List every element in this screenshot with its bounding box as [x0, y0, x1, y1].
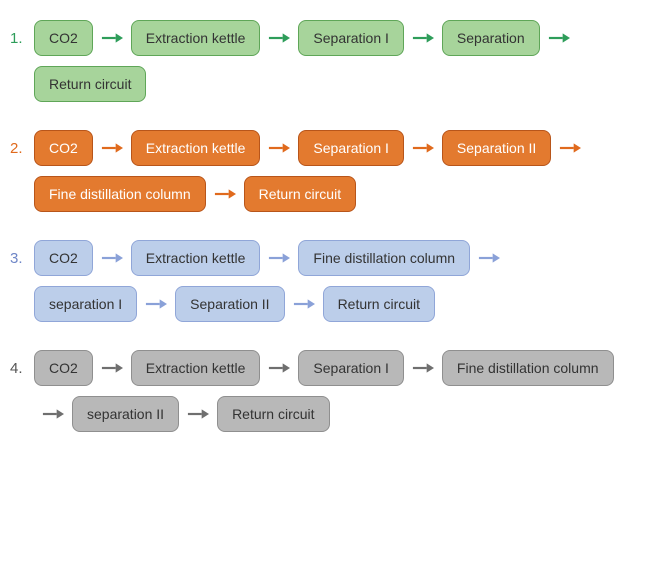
- arrow-icon: [145, 297, 167, 311]
- arrow-icon: [293, 297, 315, 311]
- flow-node: CO2: [34, 240, 93, 276]
- flow-group-4: 4. CO2 Extraction kettle Separation I Fin…: [10, 350, 640, 432]
- arrow-icon: [101, 361, 123, 375]
- flow-node: Separation I: [298, 20, 404, 56]
- arrow-icon: [559, 141, 581, 155]
- flowchart-container: 1. CO2 Extraction kettle Separation I Sep…: [10, 20, 640, 432]
- flow-number-label: 4.: [10, 360, 28, 377]
- flow-row: separation I Separation II Return circui…: [10, 286, 640, 322]
- flow-node: Extraction kettle: [131, 20, 261, 56]
- flow-node: Return circuit: [323, 286, 435, 322]
- flow-node: Fine distillation column: [34, 176, 206, 212]
- flow-node: Separation I: [298, 130, 404, 166]
- flow-row: Fine distillation column Return circuit: [10, 176, 640, 212]
- arrow-icon: [412, 141, 434, 155]
- flow-node: separation I: [34, 286, 137, 322]
- flow-row: 1. CO2 Extraction kettle Separation I Sep…: [10, 20, 640, 56]
- flow-node: Extraction kettle: [131, 350, 261, 386]
- arrow-icon: [268, 251, 290, 265]
- arrow-icon: [268, 361, 290, 375]
- arrow-icon: [101, 141, 123, 155]
- flow-number-label: 2.: [10, 140, 28, 157]
- flow-row: separation II Return circuit: [10, 396, 640, 432]
- flow-node: Separation II: [175, 286, 284, 322]
- flow-node: CO2: [34, 20, 93, 56]
- flow-number-label: 3.: [10, 250, 28, 267]
- arrow-icon: [42, 407, 64, 421]
- flow-node: Fine distillation column: [298, 240, 470, 276]
- flow-node: separation II: [72, 396, 179, 432]
- flow-node: Separation I: [298, 350, 404, 386]
- flow-node: Fine distillation column: [442, 350, 614, 386]
- flow-row: Return circuit: [10, 66, 640, 102]
- flow-node: Return circuit: [217, 396, 329, 432]
- flow-group-2: 2. CO2 Extraction kettle Separation I Sep…: [10, 130, 640, 212]
- arrow-icon: [101, 251, 123, 265]
- arrow-icon: [187, 407, 209, 421]
- flow-node: CO2: [34, 350, 93, 386]
- flow-node: Return circuit: [244, 176, 356, 212]
- flow-node: Separation II: [442, 130, 551, 166]
- flow-number-label: 1.: [10, 30, 28, 47]
- flow-node: Extraction kettle: [131, 130, 261, 166]
- arrow-icon: [268, 31, 290, 45]
- flow-node: Extraction kettle: [131, 240, 261, 276]
- flow-node: CO2: [34, 130, 93, 166]
- flow-node: Separation: [442, 20, 540, 56]
- flow-row: 4. CO2 Extraction kettle Separation I Fin…: [10, 350, 640, 386]
- arrow-icon: [478, 251, 500, 265]
- arrow-icon: [548, 31, 570, 45]
- flow-row: 2. CO2 Extraction kettle Separation I Sep…: [10, 130, 640, 166]
- arrow-icon: [412, 361, 434, 375]
- flow-group-1: 1. CO2 Extraction kettle Separation I Sep…: [10, 20, 640, 102]
- arrow-icon: [101, 31, 123, 45]
- flow-row: 3. CO2 Extraction kettle Fine distillatio…: [10, 240, 640, 276]
- arrow-icon: [268, 141, 290, 155]
- flow-group-3: 3. CO2 Extraction kettle Fine distillatio…: [10, 240, 640, 322]
- arrow-icon: [214, 187, 236, 201]
- arrow-icon: [412, 31, 434, 45]
- flow-node: Return circuit: [34, 66, 146, 102]
